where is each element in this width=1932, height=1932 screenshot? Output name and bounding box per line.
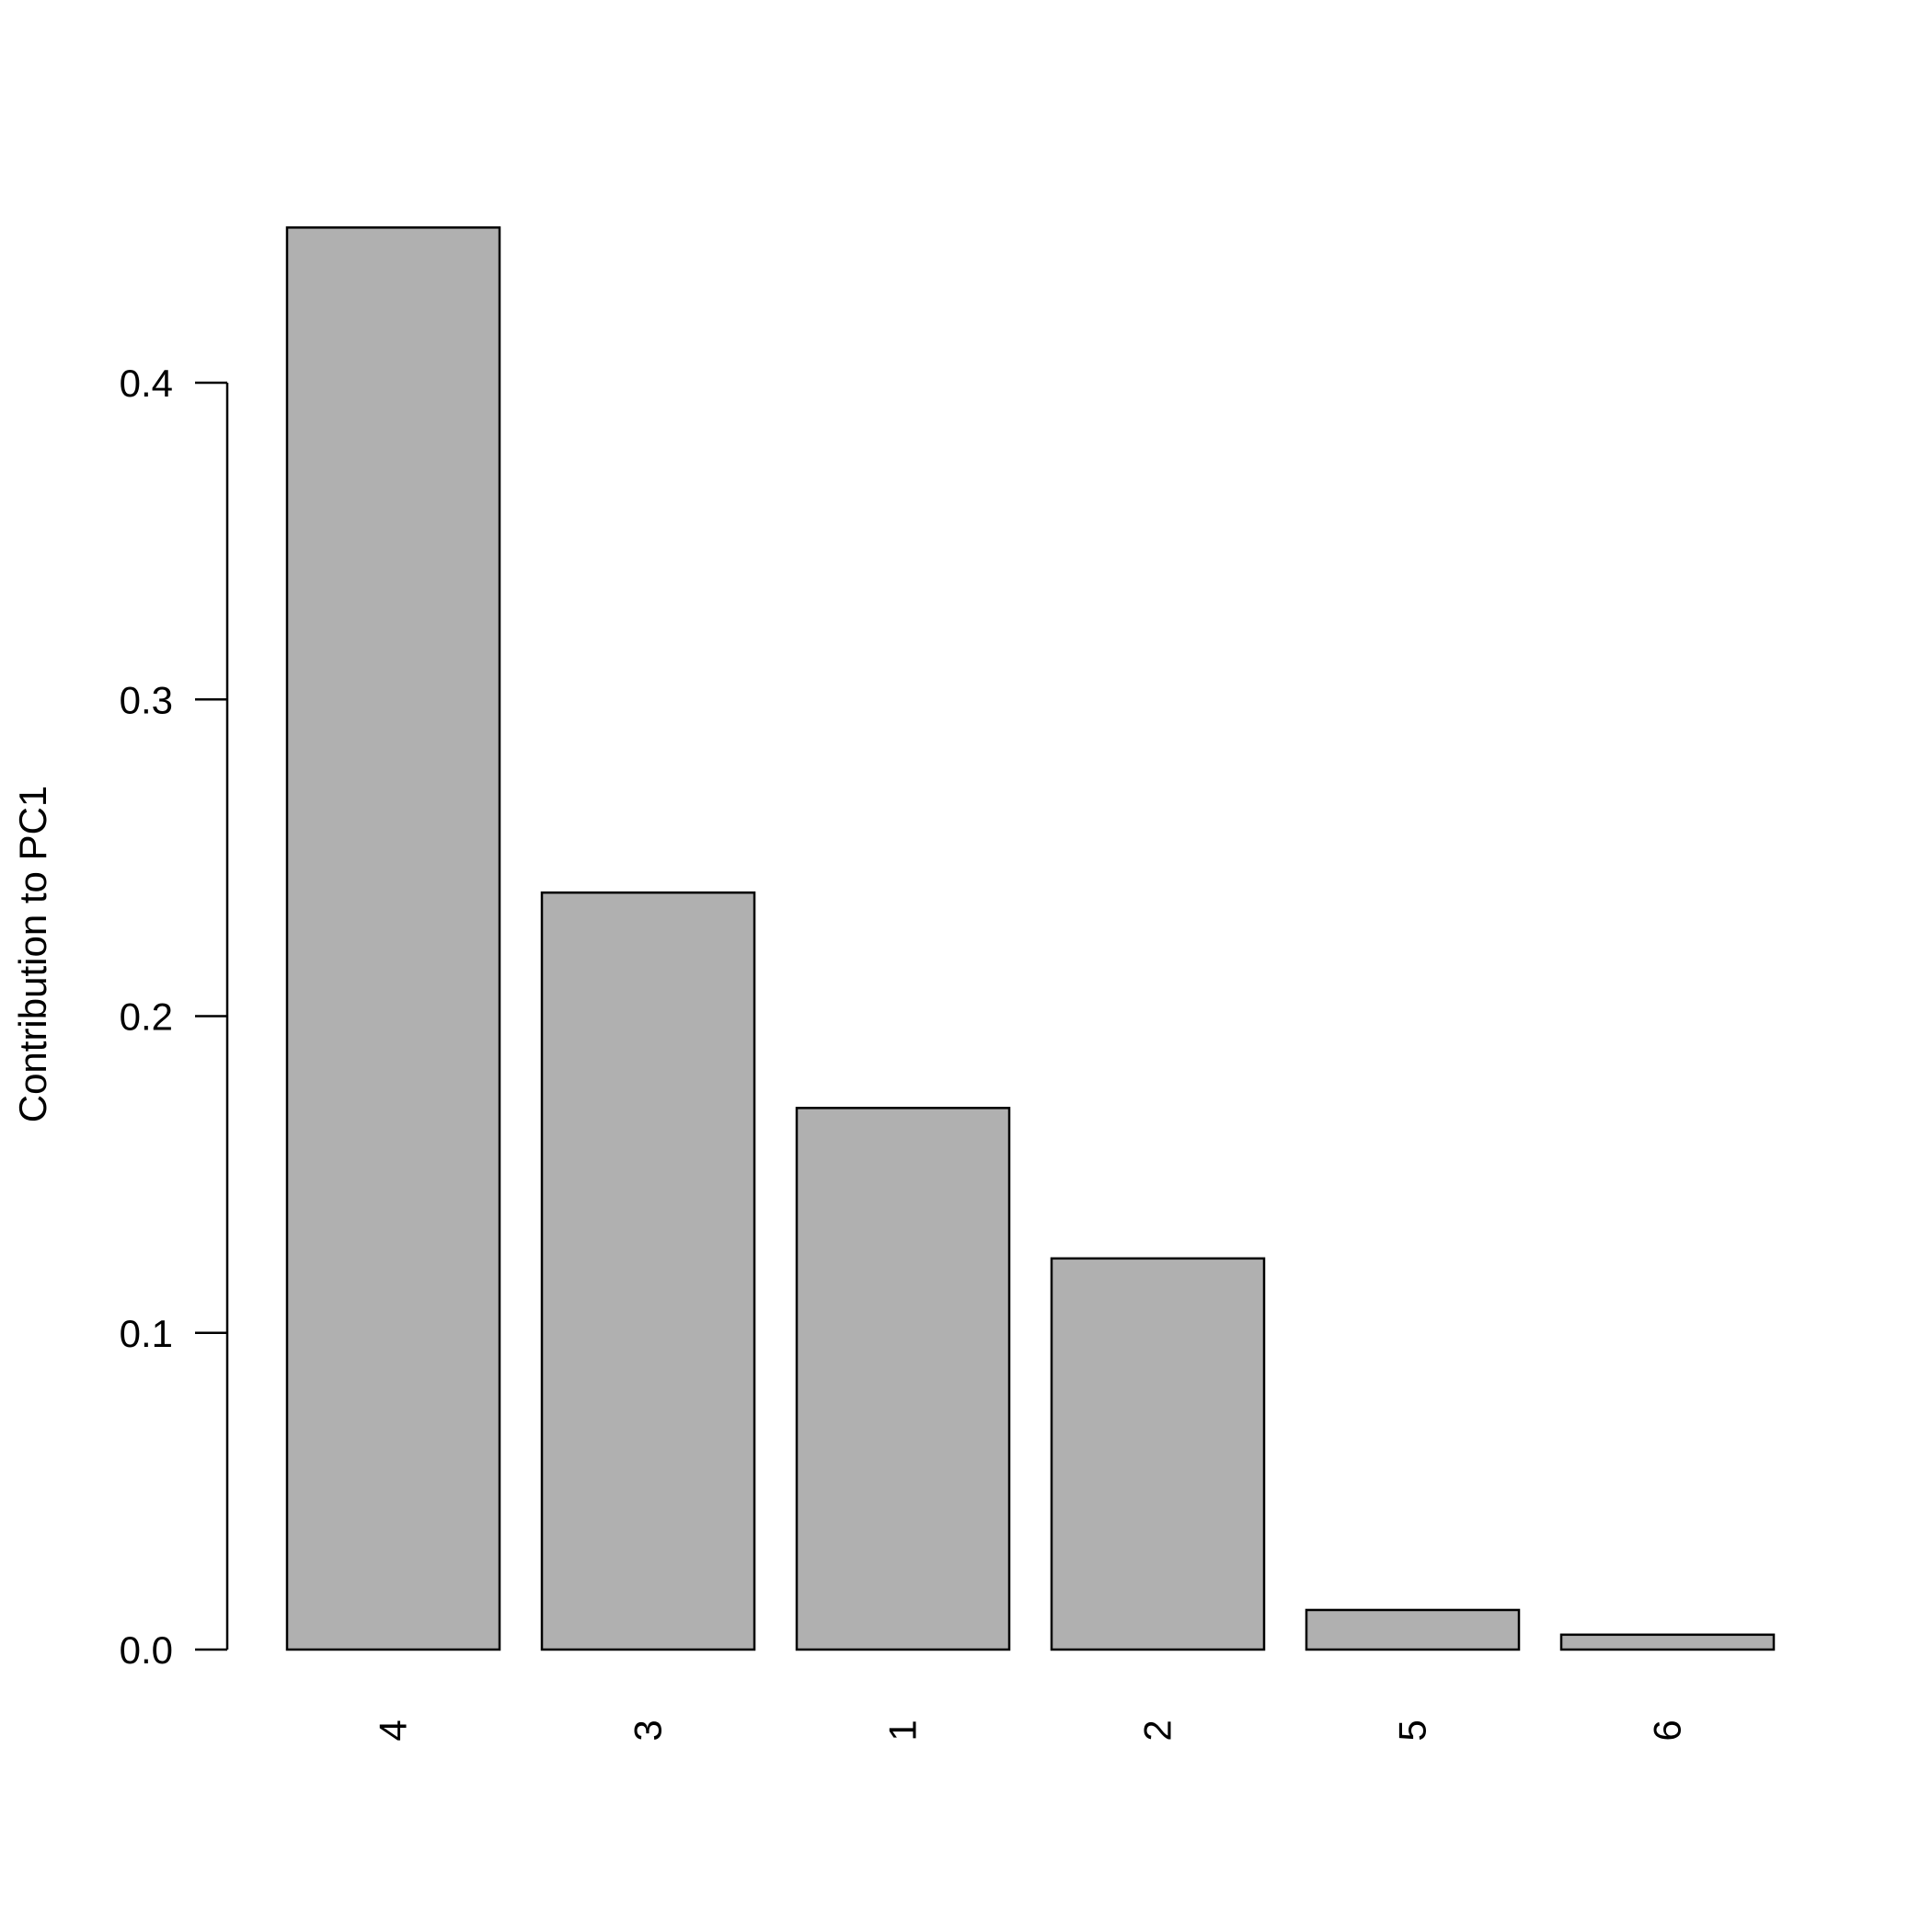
x-tick-label: 3 [627,1719,670,1741]
bar-1 [795,1107,1011,1651]
bar-6 [1559,1633,1776,1651]
x-tick-label: 2 [1136,1719,1179,1741]
y-axis-label: Contribution to PC1 [11,786,54,1123]
bar-2 [1050,1257,1266,1651]
y-tick-label: 0.1 [120,1312,173,1355]
bar-3 [540,891,756,1651]
bar-4 [285,226,501,1651]
x-tick-label: 4 [372,1719,415,1741]
x-tick-label: 5 [1391,1719,1434,1741]
x-tick-label: 6 [1646,1719,1689,1741]
y-tick-label: 0.2 [120,995,173,1039]
x-tick-label: 1 [881,1719,925,1741]
y-tick-label: 0.3 [120,678,173,721]
y-tick-label: 0.0 [120,1628,173,1672]
y-tick-label: 0.4 [120,362,173,405]
bar-5 [1305,1608,1521,1651]
